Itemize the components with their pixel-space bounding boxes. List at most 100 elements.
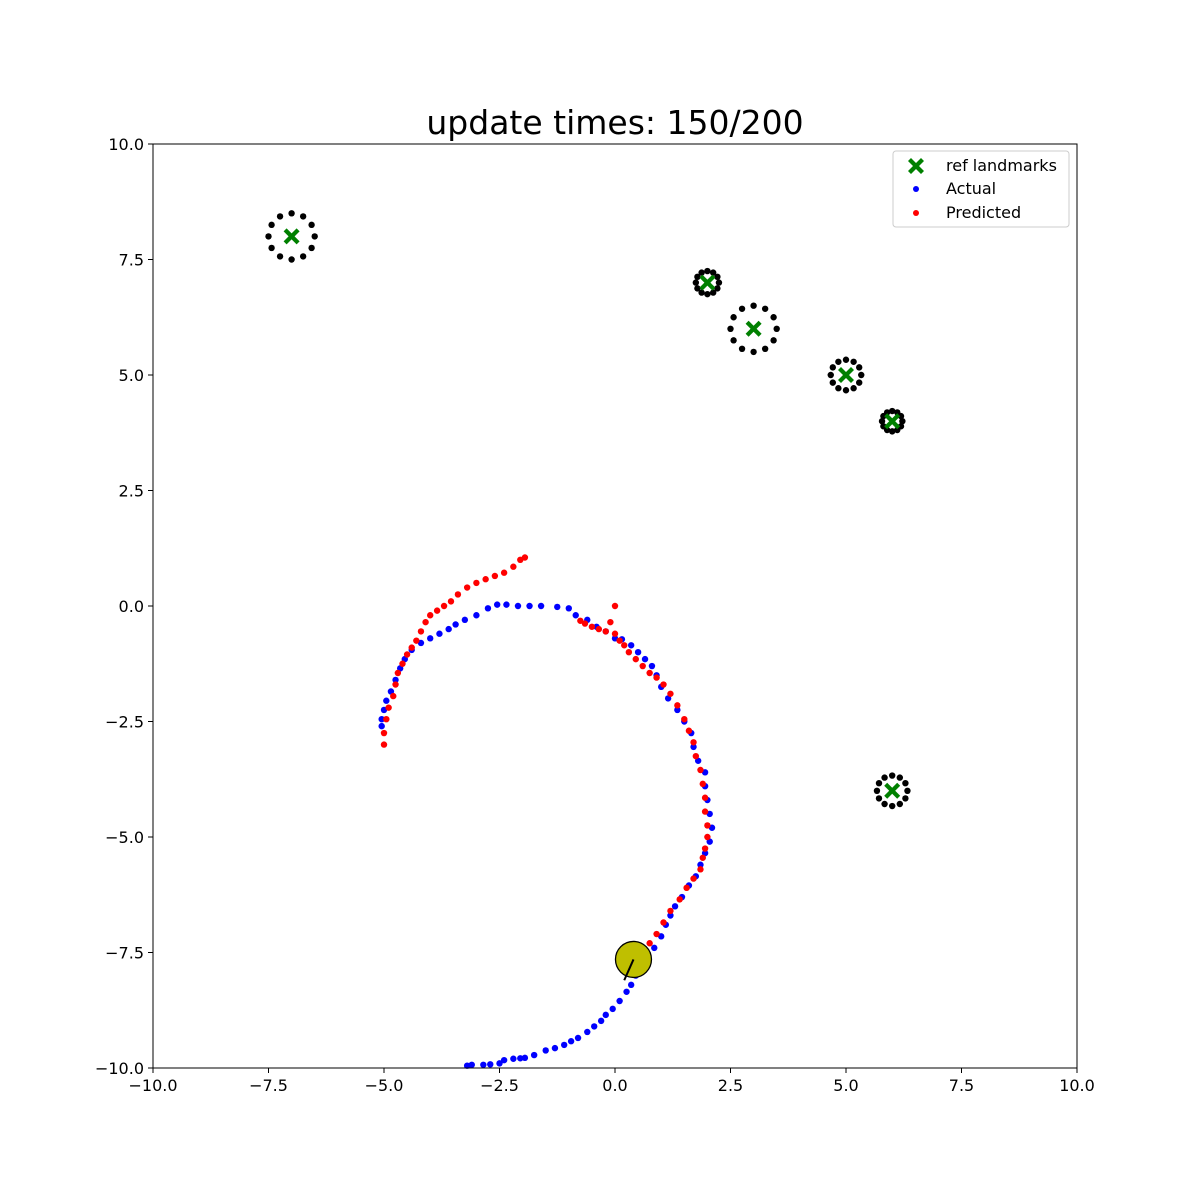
predicted-point bbox=[667, 690, 674, 697]
actual-point bbox=[584, 1028, 591, 1036]
actual-point bbox=[496, 1060, 503, 1067]
predicted-point bbox=[577, 617, 584, 624]
uncertainty-ring-point bbox=[299, 253, 307, 260]
predicted-point bbox=[491, 572, 499, 580]
uncertainty-ring-point bbox=[842, 387, 850, 394]
uncertainty-ring-point bbox=[858, 371, 865, 379]
landmark-marker bbox=[884, 782, 901, 799]
uncertainty-ring-point bbox=[738, 305, 746, 312]
x-tick-label: −5.0 bbox=[365, 1076, 404, 1095]
actual-point bbox=[383, 697, 390, 704]
uncertainty-ring-point bbox=[268, 221, 275, 229]
uncertainty-ring-point bbox=[770, 314, 777, 321]
uncertainty-ring-point bbox=[889, 802, 896, 810]
actual-point bbox=[554, 603, 561, 611]
uncertainty-ring-point bbox=[881, 800, 888, 808]
uncertainty-ring-point bbox=[288, 210, 295, 217]
uncertainty-ring-point bbox=[875, 795, 883, 802]
legend-actual-dot-icon bbox=[913, 186, 919, 192]
predicted-point bbox=[639, 662, 646, 670]
actual-point bbox=[378, 722, 385, 730]
landmark-markers bbox=[283, 228, 901, 799]
predicted-point bbox=[653, 930, 660, 938]
legend-x-marker-icon bbox=[908, 158, 924, 174]
uncertainty-ring-point bbox=[704, 267, 711, 275]
actual-point bbox=[517, 1055, 524, 1062]
predicted-point bbox=[413, 637, 420, 644]
uncertainty-ring-point bbox=[850, 385, 857, 392]
actual-point bbox=[427, 635, 434, 642]
actual-point bbox=[530, 1051, 538, 1059]
uncertainty-ring-point bbox=[899, 418, 906, 425]
uncertainty-ring-point bbox=[714, 273, 721, 281]
actual-point bbox=[493, 601, 501, 608]
predicted-point bbox=[616, 637, 623, 644]
actual-point bbox=[514, 602, 522, 610]
uncertainty-ring-point bbox=[889, 772, 896, 779]
y-tick-label: −10.0 bbox=[95, 1059, 144, 1078]
y-tick-label: −7.5 bbox=[105, 944, 144, 963]
uncertainty-ring-point bbox=[850, 358, 857, 365]
actual-point bbox=[526, 602, 533, 610]
actual-point bbox=[609, 1005, 616, 1013]
predicted-point bbox=[417, 628, 425, 635]
predicted-point bbox=[611, 602, 619, 610]
predicted-series bbox=[380, 554, 711, 954]
uncertainty-ring-point bbox=[889, 407, 896, 415]
x-tick-label: −10.0 bbox=[128, 1076, 177, 1095]
predicted-point bbox=[701, 845, 709, 852]
predicted-point bbox=[699, 780, 706, 788]
actual-point bbox=[473, 612, 480, 619]
actual-point bbox=[452, 621, 459, 628]
predicted-point bbox=[676, 896, 683, 903]
x-tick-label: −7.5 bbox=[249, 1076, 288, 1095]
predicted-point bbox=[473, 579, 480, 587]
predicted-point bbox=[697, 866, 704, 873]
uncertainty-ring-point bbox=[694, 273, 701, 281]
actual-point bbox=[500, 1056, 508, 1064]
actual-point bbox=[468, 1061, 475, 1068]
predicted-point bbox=[392, 681, 399, 688]
predicted-point bbox=[611, 630, 619, 637]
predicted-point bbox=[646, 940, 653, 947]
actual-point bbox=[537, 602, 545, 610]
predicted-point bbox=[660, 681, 667, 688]
x-tick-label: 7.5 bbox=[949, 1076, 974, 1095]
robot-heading-line bbox=[623, 959, 635, 981]
predicted-point bbox=[595, 625, 603, 633]
actual-point bbox=[436, 630, 443, 637]
predicted-point bbox=[621, 642, 628, 649]
uncertainty-ring-point bbox=[902, 779, 909, 787]
predicted-point bbox=[674, 702, 681, 709]
uncertainty-ring-point bbox=[730, 314, 737, 321]
predicted-point bbox=[422, 618, 429, 626]
legend-box bbox=[892, 150, 1070, 228]
uncertainty-ring-point bbox=[827, 371, 834, 379]
landmark-marker bbox=[838, 367, 854, 383]
uncertainty-ring-point bbox=[835, 358, 842, 365]
actual-point bbox=[574, 1034, 582, 1042]
y-tick-label: −5.0 bbox=[105, 828, 144, 847]
actual-point bbox=[597, 1017, 605, 1025]
robot bbox=[614, 940, 653, 981]
predicted-point bbox=[660, 919, 667, 926]
actual-point bbox=[560, 1041, 568, 1049]
actual-point bbox=[480, 1061, 487, 1068]
uncertainty-ring-point bbox=[880, 412, 887, 420]
uncertainty-ring-point bbox=[883, 426, 891, 434]
legend: ref landmarks Actual Predicted bbox=[892, 150, 1070, 228]
actual-point bbox=[484, 605, 492, 612]
y-axis: −10.0 −7.5 −5.0 −2.5 0.0 2.5 5.0 7.5 10.0 bbox=[95, 135, 153, 1078]
legend-label-actual: Actual bbox=[946, 179, 996, 198]
predicted-point bbox=[440, 602, 448, 610]
predicted-point bbox=[685, 727, 693, 734]
uncertainty-ring-point bbox=[299, 213, 307, 220]
actual-point bbox=[503, 601, 510, 608]
predicted-point bbox=[701, 794, 709, 801]
actual-point bbox=[602, 1011, 609, 1019]
actual-point bbox=[690, 743, 697, 751]
uncertainty-ring-point bbox=[694, 285, 701, 292]
plot-area bbox=[152, 143, 1078, 1069]
predicted-point bbox=[380, 741, 388, 748]
